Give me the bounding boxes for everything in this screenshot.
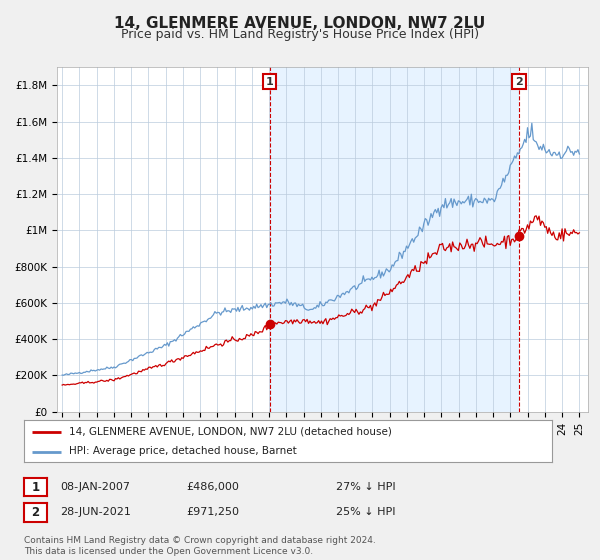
Text: £971,250: £971,250 [186, 507, 239, 517]
Text: 25% ↓ HPI: 25% ↓ HPI [336, 507, 395, 517]
Text: 08-JAN-2007: 08-JAN-2007 [60, 482, 130, 492]
Text: 27% ↓ HPI: 27% ↓ HPI [336, 482, 395, 492]
Text: 14, GLENMERE AVENUE, LONDON, NW7 2LU: 14, GLENMERE AVENUE, LONDON, NW7 2LU [115, 16, 485, 31]
Text: 28-JUN-2021: 28-JUN-2021 [60, 507, 131, 517]
Bar [269, 67, 519, 412]
Text: Contains HM Land Registry data © Crown copyright and database right 2024.
This d: Contains HM Land Registry data © Crown c… [24, 536, 376, 556]
Text: 14, GLENMERE AVENUE, LONDON, NW7 2LU (detached house): 14, GLENMERE AVENUE, LONDON, NW7 2LU (de… [69, 427, 392, 437]
Text: 1: 1 [31, 480, 40, 494]
Text: HPI: Average price, detached house, Barnet: HPI: Average price, detached house, Barn… [69, 446, 296, 456]
Text: £486,000: £486,000 [186, 482, 239, 492]
Text: Price paid vs. HM Land Registry's House Price Index (HPI): Price paid vs. HM Land Registry's House … [121, 28, 479, 41]
Text: 1: 1 [266, 77, 274, 87]
Text: 2: 2 [31, 506, 40, 519]
Text: 2: 2 [515, 77, 523, 87]
